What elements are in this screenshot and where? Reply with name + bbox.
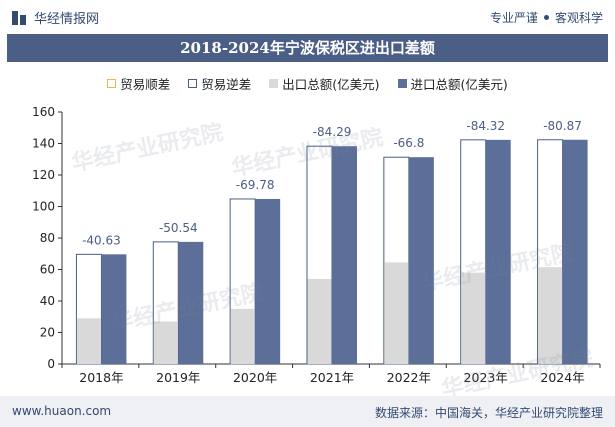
import-bar xyxy=(255,198,281,364)
legend-item-export[interactable]: 出口总额(亿美元) xyxy=(269,72,380,94)
legend-item-deficit[interactable]: 贸易逆差 xyxy=(188,72,251,94)
tagline-right: 客观科学 xyxy=(554,11,603,25)
data-label: -84.32 xyxy=(466,119,505,133)
data-source: 数据来源：中国海关，华经产业研究院整理 xyxy=(374,406,603,420)
data-label: -66.8 xyxy=(393,136,424,150)
x-tick-label: 2022年 xyxy=(387,370,431,385)
tagline: 专业严谨 客观科学 xyxy=(490,9,603,26)
tagline-left: 专业严谨 xyxy=(489,11,538,25)
x-tick-label: 2018年 xyxy=(79,370,123,385)
legend-label-surplus: 贸易顺差 xyxy=(120,76,171,92)
legend-label-import: 进口总额(亿美元) xyxy=(410,76,508,92)
y-tick-label: 40 xyxy=(40,294,55,308)
brand[interactable]: 华经情报网 xyxy=(12,8,99,27)
import-bar xyxy=(178,241,204,364)
data-label: -80.87 xyxy=(543,119,582,133)
legend-swatch-export xyxy=(269,78,279,88)
legend-label-deficit: 贸易逆差 xyxy=(201,76,252,92)
y-tick-label: 160 xyxy=(32,105,55,119)
legend-item-surplus[interactable]: 贸易顺差 xyxy=(107,72,170,94)
y-tick-label: 80 xyxy=(40,231,55,245)
bar-chart: 0 20 40 60 80 100 120 140 160 -40.63 2018年 -50.54 20… xyxy=(32,105,601,385)
import-bar xyxy=(332,146,357,364)
y-tick-label: 100 xyxy=(32,200,55,214)
export-bar xyxy=(538,267,563,364)
x-tick-label: 2019年 xyxy=(156,370,200,385)
brand-name: 华经情报网 xyxy=(34,12,100,27)
data-label: -50.54 xyxy=(159,221,198,235)
x-tick-label: 2020年 xyxy=(233,370,277,385)
y-tick-label: 120 xyxy=(32,168,55,182)
legend-swatch-deficit xyxy=(188,78,198,88)
y-tick-label: 0 xyxy=(47,357,55,371)
chart-title: 2018-2024年宁波保税区进出口差额 xyxy=(7,34,608,62)
y-tick-label: 20 xyxy=(40,326,55,340)
data-label: -40.63 xyxy=(82,233,121,247)
data-label: -69.78 xyxy=(236,178,275,192)
logo-icon xyxy=(12,10,26,25)
footer: www.huaon.com 数据来源：中国海关，华经产业研究院整理 xyxy=(0,396,615,427)
data-label: -84.29 xyxy=(313,125,352,139)
separator-dot-icon xyxy=(543,15,549,20)
legend-swatch-import xyxy=(397,78,407,88)
x-tick-label: 2024年 xyxy=(540,370,584,385)
export-bar xyxy=(230,308,255,364)
legend-label-export: 出口总额(亿美元) xyxy=(282,76,380,92)
legend-swatch-surplus xyxy=(107,78,117,88)
export-bar xyxy=(384,262,409,364)
import-bar xyxy=(408,157,434,364)
top-bar: 华经情报网 专业严谨 客观科学 xyxy=(0,0,615,34)
import-bar xyxy=(101,254,127,364)
export-bar xyxy=(461,272,486,364)
legend-item-import[interactable]: 进口总额(亿美元) xyxy=(397,72,508,94)
import-bar xyxy=(485,139,511,364)
x-tick-label: 2021年 xyxy=(310,370,354,385)
import-bar xyxy=(562,139,588,364)
chart-legend: 贸易顺差 贸易逆差 出口总额(亿美元) 进口总额(亿美元) xyxy=(0,72,615,94)
export-bar xyxy=(76,318,101,364)
y-tick-label: 60 xyxy=(40,263,55,277)
x-tick-label: 2023年 xyxy=(464,370,508,385)
y-tick-label: 140 xyxy=(32,137,55,151)
export-bar xyxy=(153,321,178,364)
export-bar xyxy=(307,278,332,364)
website-link[interactable]: www.huaon.com xyxy=(12,404,112,418)
